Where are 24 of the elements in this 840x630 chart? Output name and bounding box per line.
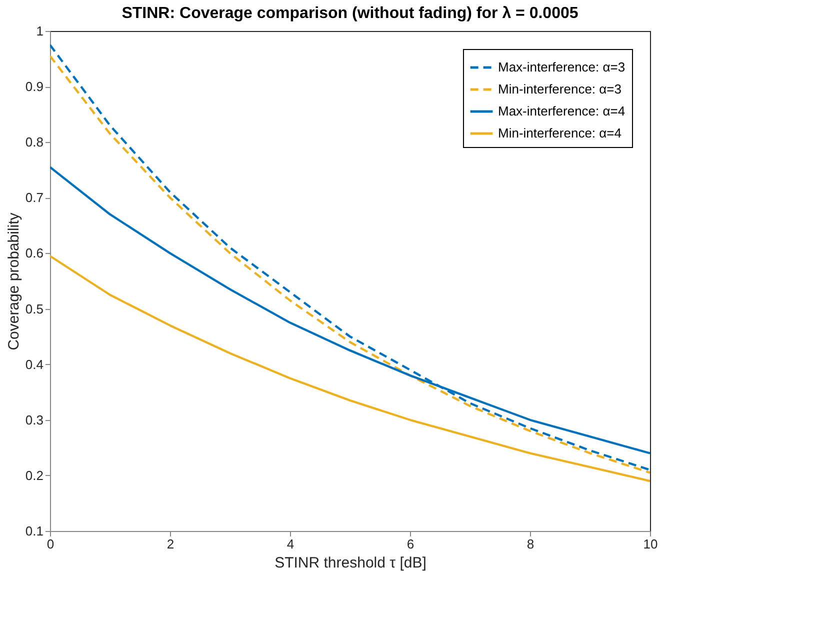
x-tick-label: 4 [286,536,294,552]
y-tick-label: 0.3 [25,412,44,428]
y-tick-label: 0.5 [25,301,44,316]
y-tick-label: 0.9 [25,79,44,94]
y-tick-label: 0.4 [25,356,44,372]
y-tick-label: 0.2 [25,468,44,483]
y-tick-label: 0.6 [25,246,44,261]
legend-label: Min-interference: α=3 [498,82,622,96]
legend-label: Max-interference: α=3 [498,60,626,74]
y-axis-title: Coverage probability [5,212,22,350]
line-series [50,254,650,482]
x-tick-label: 10 [643,536,658,552]
y-tick-label: 1 [36,24,44,38]
x-tick-label: 8 [526,536,534,552]
legend-label: Min-interference: α=4 [498,126,622,140]
chart-title: STINR: Coverage comparison (without fading) for λ = 0.0005 [122,5,578,22]
x-tick-label: 2 [166,536,174,552]
legend-label: Max-interference: α=4 [498,104,626,118]
y-tick-label: 0.7 [25,190,44,206]
y-tick-label: 0.8 [25,134,44,150]
x-tick-label: 0 [46,536,54,552]
y-tick-label: 0.1 [25,524,44,538]
x-axis-title: STINR threshold τ [dB] [274,554,426,572]
x-tick-label: 6 [406,536,414,552]
